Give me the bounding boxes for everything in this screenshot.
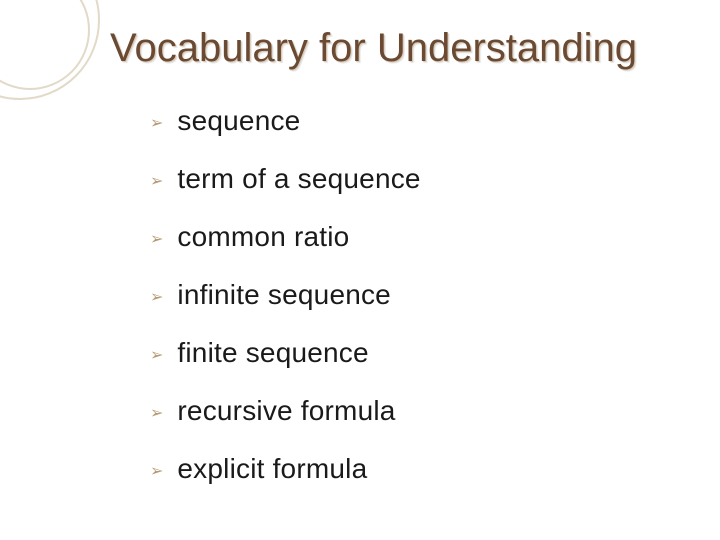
list-item: ➢ infinite sequence [150,279,720,311]
slide-title: Vocabulary for Understanding [110,26,720,71]
bullet-icon: ➢ [150,174,163,190]
bullet-icon: ➢ [150,116,163,132]
vocab-term: common ratio [177,221,349,253]
bullet-icon: ➢ [150,290,163,306]
vocab-term: infinite sequence [177,279,391,311]
bullet-icon: ➢ [150,232,163,248]
vocab-term: recursive formula [177,395,395,427]
bullet-icon: ➢ [150,348,163,364]
vocab-term: finite sequence [177,337,368,369]
list-item: ➢ recursive formula [150,395,720,427]
vocab-term: explicit formula [177,453,367,485]
list-item: ➢ term of a sequence [150,163,720,195]
list-item: ➢ sequence [150,105,720,137]
vocab-term: term of a sequence [177,163,420,195]
vocab-term: sequence [177,105,300,137]
bullet-icon: ➢ [150,406,163,422]
list-item: ➢ common ratio [150,221,720,253]
vocab-list: ➢ sequence ➢ term of a sequence ➢ common… [150,105,720,485]
list-item: ➢ finite sequence [150,337,720,369]
slide: Vocabulary for Understanding ➢ sequence … [0,0,720,540]
bullet-icon: ➢ [150,464,163,480]
list-item: ➢ explicit formula [150,453,720,485]
